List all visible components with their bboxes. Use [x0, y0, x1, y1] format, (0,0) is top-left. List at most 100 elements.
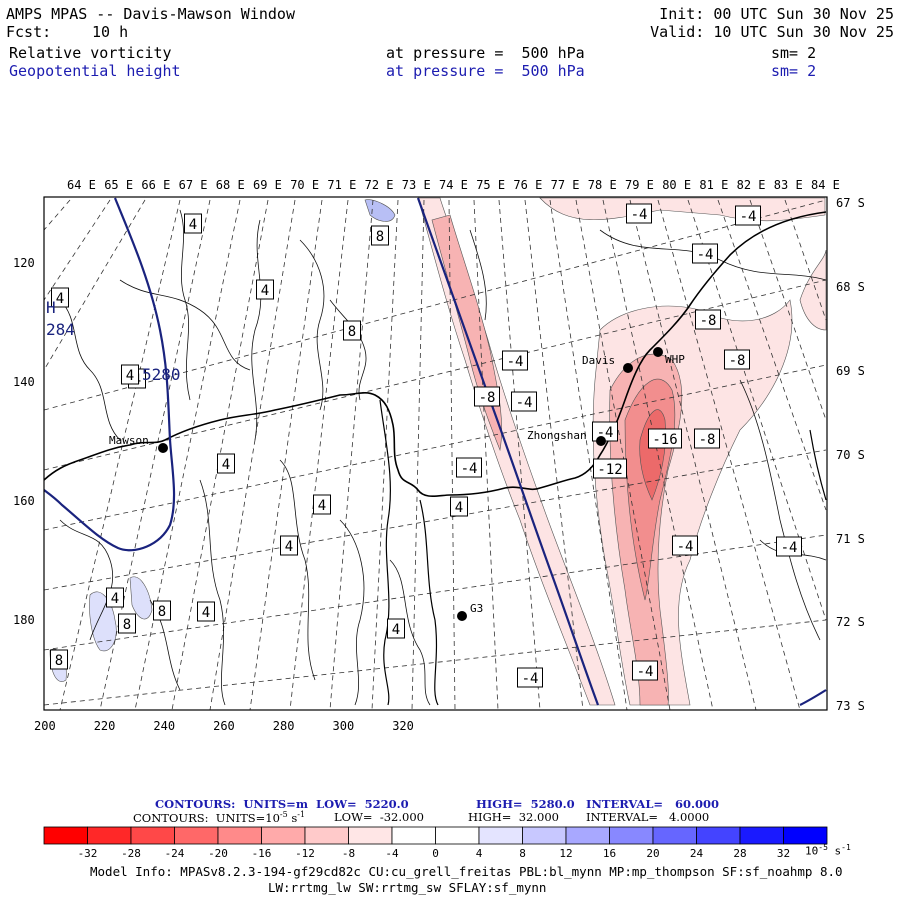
lon-label: 64 E [67, 178, 96, 192]
vorticity-label-text: -4 [740, 209, 757, 225]
vorticity-label-box: 4 [197, 601, 215, 622]
model-info: Model Info: MPASv8.2.3-194-gf29cd82c CU:… [90, 864, 843, 879]
colorbar-swatch [696, 826, 741, 845]
legend-contour2-unit-exp: -1 [297, 810, 306, 819]
x-tick-label: 260 [213, 719, 235, 733]
lon-label: 75 E [476, 178, 505, 192]
lon-label: 68 E [216, 178, 245, 192]
x-tick-label: 280 [273, 719, 295, 733]
forecast-value: 10 h [92, 23, 129, 41]
colorbar-tick: -20 [208, 847, 228, 860]
vorticity-label-box: -8 [695, 309, 721, 330]
colorbar-tick: 32 [777, 847, 790, 860]
vorticity-label-box: 4 [51, 287, 69, 308]
station-marker [596, 436, 606, 446]
legend-contour2-low: LOW= -32.000 [334, 810, 424, 824]
vorticity-label-box: -4 [456, 457, 482, 478]
lat-label: 72 S [836, 615, 865, 629]
height-labels: H 284 5280 [46, 298, 181, 384]
colorbar-swatch [435, 826, 480, 845]
vorticity-label-text: -4 [631, 207, 648, 223]
vorticity-label-box: -4 [517, 667, 543, 688]
vorticity-label-box: 4 [280, 535, 298, 556]
lon-label: 80 E [662, 178, 691, 192]
lon-label: 74 E [439, 178, 468, 192]
vorticity-label-text: -4 [522, 671, 539, 687]
y-tick-label: 120 [13, 256, 35, 270]
field2-level: at pressure = 500 hPa [386, 62, 585, 80]
colorbar-swatch [478, 826, 523, 845]
vorticity-label-text: 4 [318, 498, 326, 514]
lon-label: 72 E [365, 178, 394, 192]
vorticity-label-text: 8 [376, 229, 384, 245]
lat-label: 70 S [836, 448, 865, 462]
colorbar [43, 826, 828, 845]
station-label: Zhongshan [527, 429, 587, 442]
vorticity-label-box: 8 [371, 225, 389, 246]
y-tick-label: 140 [13, 375, 35, 389]
colorbar-tick: 4 [476, 847, 483, 860]
colorbar-unit-base: 10 [805, 844, 819, 858]
station-label: Mawson [109, 434, 149, 447]
vorticity-label-box: -8 [724, 349, 750, 370]
vorticity-label-text: 4 [189, 217, 197, 233]
vorticity-label-text: -4 [697, 247, 714, 263]
colorbar-tick: 8 [519, 847, 526, 860]
lon-label: 81 E [699, 178, 728, 192]
geopotential-height-contours [44, 197, 827, 706]
colorbar-swatch [609, 826, 654, 845]
colorbar-tick: -28 [121, 847, 141, 860]
lon-label: 82 E [737, 178, 766, 192]
latitude-labels: 67 S 68 S 69 S 70 S 71 S 72 S 73 S [836, 196, 865, 713]
colorbar-swatch [739, 826, 784, 845]
vorticity-labels: 44444444444488888-4-4-4-4-4-4-4-4-4-4-8-… [50, 203, 802, 688]
longitude-labels: 64 E 65 E 66 E 67 E 68 E 69 E 70 E 71 E 72 E 73 E… [67, 178, 840, 192]
x-tick-label: 220 [94, 719, 116, 733]
legend-contour1-high: HIGH= 5280.0 [476, 797, 575, 811]
vorticity-label-box: -4 [511, 391, 537, 412]
lat-label: 71 S [836, 532, 865, 546]
legend-contour1-label: CONTOURS: UNITS=m [155, 797, 308, 811]
high-letter: H [46, 298, 56, 317]
coastline [44, 211, 827, 706]
high-value: 284 [46, 320, 75, 339]
valid-time: Valid: 10 UTC Sun 30 Nov 25 [650, 23, 894, 41]
vorticity-label-text: 8 [123, 617, 131, 633]
colorbar-tick: 20 [646, 847, 659, 860]
vorticity-label-box: 4 [256, 279, 274, 300]
colorbar-unit-exp: -5 [818, 843, 828, 852]
colorbar-tick: -12 [295, 847, 315, 860]
station-label: WHP [665, 353, 685, 366]
lat-label: 73 S [836, 699, 865, 713]
vorticity-label-text: -8 [479, 390, 496, 406]
vorticity-label-text: -8 [699, 432, 716, 448]
vorticity-label-box: 8 [118, 613, 136, 634]
colorbar-swatch [652, 826, 697, 845]
vorticity-label-box: -8 [474, 386, 500, 407]
vorticity-label-box: -4 [735, 205, 761, 226]
colorbar-tick: -4 [385, 847, 399, 860]
vorticity-label-box: 4 [121, 364, 139, 385]
station-davis: Davis [582, 354, 633, 373]
y-axis-ticks: 120 140 160 180 [13, 256, 35, 627]
legend-contour2-units: CONTOURS: UNITS=10 [133, 810, 280, 825]
legend-contour2-label: CONTOURS: UNITS=10-5 s-1 [133, 810, 305, 825]
vorticity-label-box: -4 [502, 350, 528, 371]
x-tick-label: 300 [333, 719, 355, 733]
vorticity-label-text: -8 [700, 313, 717, 329]
vorticity-label-box: -8 [694, 428, 720, 449]
lon-label: 65 E [104, 178, 133, 192]
vorticity-label-text: 8 [55, 653, 63, 669]
vorticity-label-text: -4 [781, 540, 798, 556]
lon-label: 77 E [551, 178, 580, 192]
colorbar-tick: 16 [603, 847, 616, 860]
vorticity-label-text: 4 [126, 368, 134, 384]
colorbar-swatch [43, 826, 88, 845]
legend-contour2-interval: INTERVAL= 4.0000 [586, 810, 710, 824]
colorbar-swatch [522, 826, 567, 845]
field2-name: Geopotential height [9, 62, 181, 80]
negative-vorticity-shading [417, 197, 827, 706]
vorticity-label-text: -4 [516, 395, 533, 411]
lon-label: 71 E [327, 178, 356, 192]
colorbar-tick: 28 [733, 847, 746, 860]
